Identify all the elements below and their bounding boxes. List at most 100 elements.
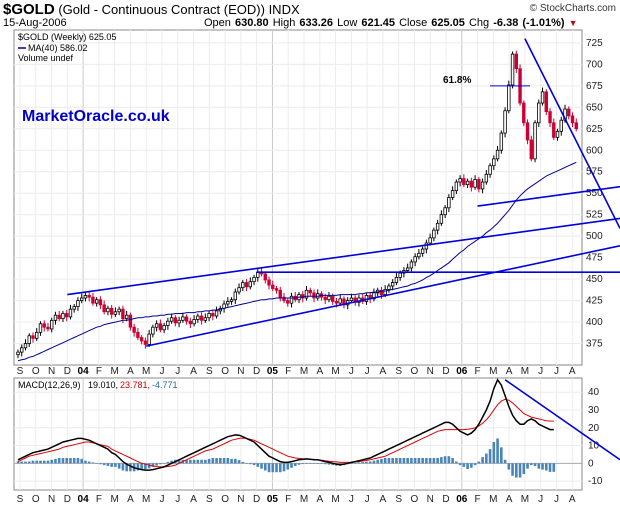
open-value: 630.80	[234, 17, 269, 29]
macd-y-tick-label: 40	[588, 387, 600, 398]
macd-histogram-bar	[518, 463, 522, 478]
macd-histogram-bar	[447, 456, 451, 464]
macd-histogram-bar	[185, 459, 188, 464]
price-x-tick-label: A	[506, 366, 513, 377]
macd-x-tick-label: J	[349, 494, 354, 505]
candle-up	[409, 261, 414, 269]
candle-up	[484, 173, 489, 183]
macd-trendline	[504, 379, 620, 461]
chg-label: Chg	[468, 17, 490, 29]
price-y-tick-label: 700	[586, 59, 603, 70]
price-y-tick-label: 425	[586, 296, 603, 307]
price-y-tick-label: 450	[586, 274, 603, 285]
candle-up	[147, 333, 151, 345]
macd-x-tick-label: D	[253, 494, 260, 505]
close-value: 625.05	[431, 17, 465, 29]
macd-histogram-bar	[470, 463, 473, 468]
macd-histogram-bar	[136, 463, 140, 471]
macd-histogram-bar	[72, 458, 76, 464]
macd-histogram-bar	[537, 463, 541, 469]
macd-histogram-bar	[455, 461, 458, 464]
price-y-tick-label: 400	[586, 317, 603, 328]
candle-up	[413, 256, 417, 263]
candle-up	[480, 181, 485, 190]
macd-histogram-bar	[230, 458, 233, 464]
candle-up	[488, 165, 492, 175]
macd-histogram-bar	[147, 463, 151, 469]
candle-up	[72, 306, 76, 310]
macd-histogram-bar	[140, 463, 143, 470]
macd-histogram-bar	[219, 458, 222, 464]
price-y-tick-label: 600	[586, 145, 603, 156]
candle-up	[507, 84, 511, 112]
macd-x-tick-label: A	[506, 494, 513, 505]
candle-up	[555, 130, 560, 138]
macd-histogram-bar	[402, 458, 406, 464]
candle-down	[267, 279, 271, 286]
macd-histogram-bar	[436, 458, 439, 464]
price-x-tick-label: M	[489, 366, 497, 377]
macd-x-tick-label: 05	[267, 494, 279, 505]
candle-down	[98, 299, 103, 306]
macd-histogram-bar	[320, 463, 323, 464]
macd-histogram-bar	[91, 462, 95, 464]
candle-up	[169, 317, 174, 322]
macd-x-tick-label: M	[331, 494, 339, 505]
exchange-label: INDX	[268, 2, 300, 17]
candle-up	[166, 320, 170, 326]
candle-up	[499, 132, 504, 151]
candle-up	[23, 343, 28, 349]
macd-histogram-bar	[380, 458, 383, 464]
macd-histogram-bar	[144, 463, 147, 470]
macd-y-tick-label: 0	[588, 458, 594, 469]
ma40-line	[17, 161, 577, 362]
macd-x-tick-label: A	[380, 494, 387, 505]
candle-up	[113, 311, 118, 315]
macd-x-tick-label: M	[110, 494, 118, 505]
candle-up	[458, 178, 462, 183]
macd-histogram-bar	[331, 463, 335, 466]
candle-up	[35, 331, 39, 339]
candle-down	[158, 323, 163, 331]
price-y-tick-label: 475	[586, 253, 603, 264]
candle-up	[492, 158, 496, 167]
price-x-tick-label: D	[64, 366, 71, 377]
candle-down	[46, 326, 50, 330]
candle-up	[53, 314, 58, 321]
high-label: High	[272, 17, 296, 29]
macd-histogram-bar	[387, 458, 391, 464]
macd-y-tick-label: 10	[588, 441, 600, 452]
candle-down	[143, 340, 148, 345]
price-x-tick-label: N	[237, 366, 244, 377]
macd-histogram-bar	[177, 459, 181, 464]
stockcharts-brand[interactable]: © StockCharts.com	[529, 3, 616, 14]
price-x-tick-label: M	[110, 366, 118, 377]
macd-histogram-bar	[522, 463, 526, 474]
macd-histogram-bar	[31, 460, 35, 464]
macd-x-tick-label: M	[521, 494, 529, 505]
macd-histogram-bar	[541, 463, 544, 470]
candle-down	[271, 284, 275, 289]
candle-up	[289, 295, 294, 304]
price-x-tick-label: A	[380, 366, 387, 377]
macd-histogram-bar	[76, 458, 80, 464]
candle-up	[248, 281, 252, 288]
macd-histogram-bar	[473, 463, 477, 466]
macd-histogram-bar	[211, 458, 215, 464]
trendline-4	[524, 38, 620, 229]
macd-histogram-bar	[24, 461, 27, 464]
candle-up	[252, 276, 256, 283]
macd-histogram-bar	[305, 463, 308, 464]
candle-up	[372, 292, 376, 300]
candle-down	[31, 335, 35, 339]
macd-x-tick-label: A	[190, 494, 197, 505]
macd-x-tick-label: N	[48, 494, 55, 505]
macd-x-tick-label: M	[489, 494, 497, 505]
candle-down	[525, 122, 530, 141]
candle-up	[454, 181, 459, 192]
candle-up	[428, 237, 432, 244]
candle-down	[334, 301, 339, 304]
price-x-tick-label: J	[554, 366, 559, 377]
candle-up	[154, 323, 159, 328]
